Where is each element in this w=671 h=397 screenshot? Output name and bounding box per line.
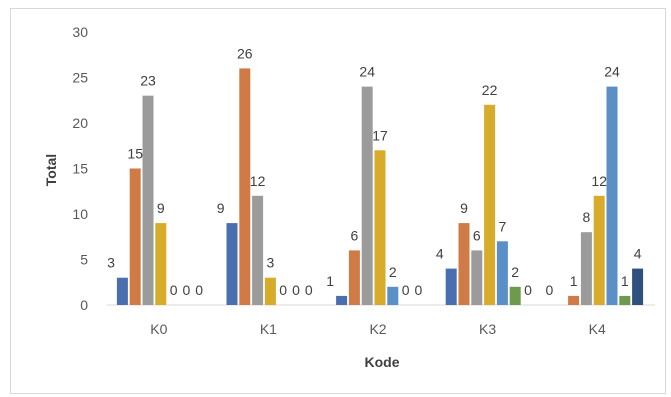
data-label: 0 <box>170 282 178 298</box>
bar <box>568 295 580 305</box>
bar <box>142 95 154 305</box>
data-label: 4 <box>436 246 444 262</box>
data-label: 9 <box>157 200 165 216</box>
bar <box>509 286 521 305</box>
x-tick-label: K3 <box>479 321 496 337</box>
x-tick-label: K1 <box>260 321 277 337</box>
data-label: 15 <box>127 146 143 162</box>
bar <box>116 277 128 305</box>
bar <box>593 195 605 305</box>
data-label: 0 <box>279 282 287 298</box>
data-label: 0 <box>524 282 532 298</box>
bar <box>374 150 386 305</box>
data-label: 0 <box>183 282 191 298</box>
data-label: 0 <box>402 282 410 298</box>
data-label: 2 <box>511 264 519 280</box>
bar <box>361 86 373 305</box>
bar <box>129 168 141 305</box>
y-tick-label: 0 <box>80 297 88 313</box>
data-label: 12 <box>591 173 607 189</box>
bars <box>116 68 644 306</box>
bar <box>239 68 251 306</box>
bar <box>336 295 348 305</box>
data-label: 3 <box>267 255 275 271</box>
data-label: 1 <box>621 273 629 289</box>
x-axis: K0 K1 K2 K3 K4 <box>107 304 655 337</box>
data-label: 0 <box>415 282 423 298</box>
bar <box>458 223 470 305</box>
x-tick-label: K4 <box>589 321 606 337</box>
data-label: 6 <box>351 227 359 243</box>
bar <box>471 250 483 305</box>
bar <box>484 104 496 305</box>
bar <box>496 241 508 305</box>
y-tick-label: 20 <box>72 115 88 131</box>
data-label: 23 <box>140 73 156 89</box>
bar <box>632 268 644 305</box>
y-axis-title: Total <box>43 154 59 186</box>
bar <box>264 277 276 305</box>
data-label: 1 <box>570 273 578 289</box>
data-label: 4 <box>634 246 642 262</box>
data-label: 8 <box>583 209 591 225</box>
y-tick-label: 25 <box>72 70 88 86</box>
y-tick-label: 30 <box>72 24 88 40</box>
x-tick-label: K0 <box>150 321 167 337</box>
bar <box>252 195 264 305</box>
data-label: 26 <box>237 45 253 61</box>
y-tick-label: 10 <box>72 206 88 222</box>
data-label: 22 <box>482 82 498 98</box>
data-label: 9 <box>217 200 225 216</box>
data-label: 6 <box>473 227 481 243</box>
data-label: 0 <box>292 282 300 298</box>
data-label: 0 <box>305 282 313 298</box>
bar <box>445 268 457 305</box>
bar <box>348 250 360 305</box>
bar <box>619 295 631 305</box>
data-label: 0 <box>546 282 554 298</box>
data-label: 24 <box>604 64 620 80</box>
bar <box>387 286 399 305</box>
data-label: 3 <box>107 255 115 271</box>
y-tick-label: 5 <box>80 252 88 268</box>
data-label: 1 <box>326 273 334 289</box>
x-axis-title: Kode <box>365 354 400 370</box>
bar <box>226 223 238 305</box>
bar <box>606 86 618 305</box>
bar <box>580 232 592 305</box>
chart-frame <box>10 8 666 394</box>
data-label: 12 <box>250 173 266 189</box>
y-axis: 0 5 10 15 20 25 30 <box>72 24 88 313</box>
x-tick-label: K2 <box>369 321 386 337</box>
data-label: 0 <box>195 282 203 298</box>
data-label: 2 <box>389 264 397 280</box>
data-label: 7 <box>499 218 507 234</box>
y-tick-label: 15 <box>72 161 88 177</box>
data-label: 17 <box>372 127 388 143</box>
data-label: 9 <box>460 200 468 216</box>
data-label: 24 <box>359 64 375 80</box>
bar <box>155 223 167 305</box>
